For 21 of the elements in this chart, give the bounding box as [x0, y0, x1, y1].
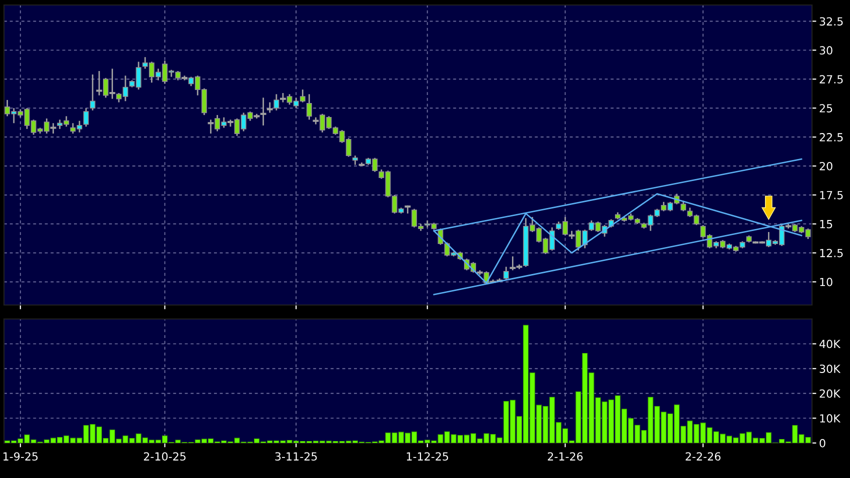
y-tick-label: 25 — [820, 104, 832, 112]
y-tick-label: 15 — [820, 220, 832, 228]
y-tick-label: 30 — [820, 46, 832, 55]
x-tick-label: 1-12-25 — [406, 452, 448, 461]
y-tick-label: 20 — [820, 162, 832, 170]
y-tick-label: 17.5 — [820, 191, 843, 200]
x-tick-label: 2-1-26 — [548, 452, 583, 461]
y-tick-label: 10K — [820, 414, 841, 423]
x-tick-label: 3-11-25 — [275, 452, 317, 461]
y-tick-label: 30K — [820, 364, 841, 373]
x-tick-label: 2-2-26 — [686, 452, 720, 461]
y-tick-label: 0 — [820, 438, 826, 448]
y-tick-label: 12.5 — [820, 248, 843, 258]
y-tick-label: 10 — [820, 278, 832, 286]
y-tick-label: 20K — [820, 389, 841, 398]
y-tick-label: 27.5 — [820, 75, 843, 84]
x-tick-label: 2-10-25 — [144, 452, 186, 461]
y-tick-label: 22.5 — [820, 133, 843, 142]
x-tick-label: 1-9-25 — [3, 452, 38, 461]
y-tick-label: 32.5 — [820, 17, 843, 26]
y-tick-label: 40K — [819, 340, 841, 348]
